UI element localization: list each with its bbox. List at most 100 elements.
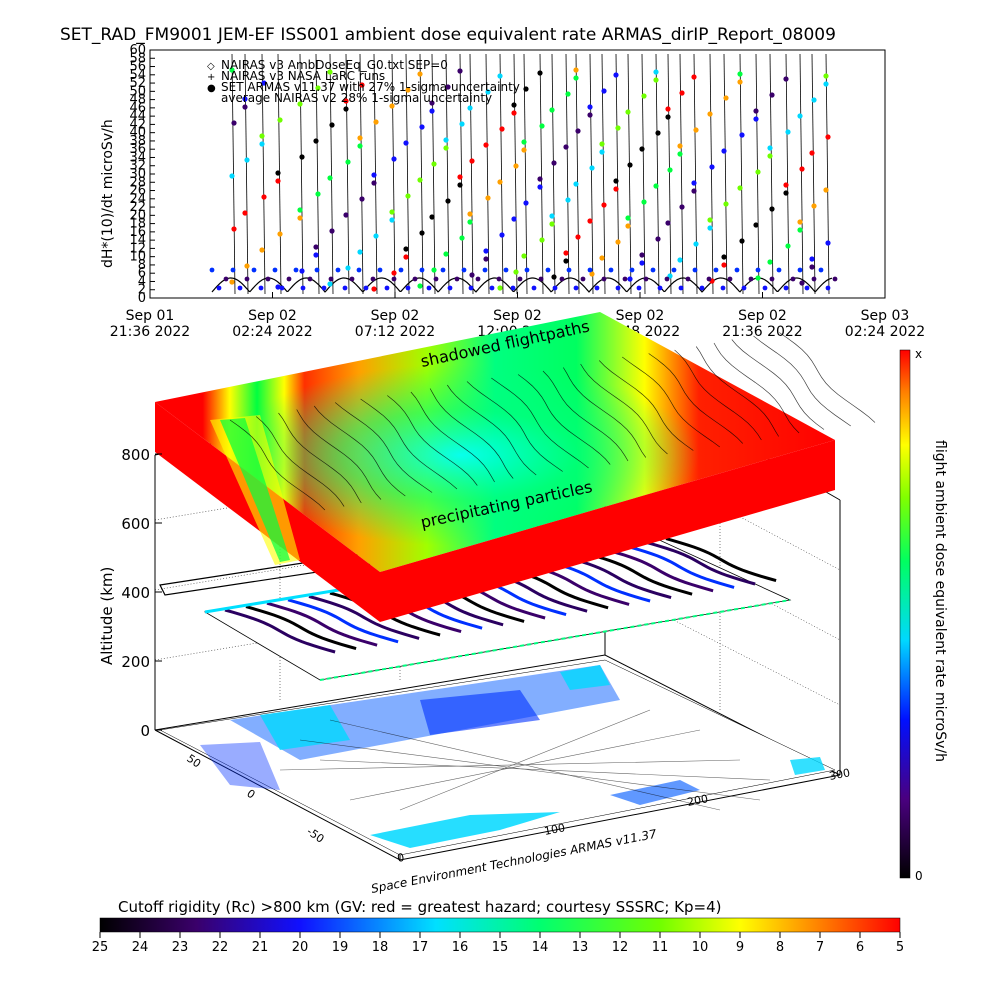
armas-point [389, 209, 395, 215]
y-tick-label: 30 [129, 167, 146, 182]
armas-point [549, 213, 555, 219]
armas-point [329, 228, 335, 234]
shadowed-track [580, 363, 668, 455]
armas-point [483, 248, 489, 254]
trace-spike [811, 53, 816, 295]
rigidity-tick-label: 22 [212, 940, 229, 955]
armas-point [521, 147, 527, 153]
trace-spike [459, 53, 464, 295]
armas-point [426, 285, 432, 291]
armas-point [297, 215, 303, 221]
shadowed-track [296, 409, 382, 500]
armas-point [677, 257, 683, 263]
armas-point [370, 276, 376, 282]
armas-point [521, 253, 527, 259]
armas-point [457, 182, 463, 188]
armas-point [679, 204, 685, 210]
armas-point [327, 281, 333, 287]
armas-point [261, 194, 267, 200]
x-tick-label-time: 02:24 2022 [845, 324, 925, 340]
armas-point [653, 77, 659, 83]
armas-point [587, 112, 593, 118]
x-tick-label-time: 07:12 2022 [355, 324, 435, 340]
armas-point [297, 207, 303, 213]
armas-point [625, 215, 631, 221]
y-tick-label: 20 [129, 208, 146, 223]
armas-point [636, 285, 642, 291]
armas-point [398, 267, 404, 273]
armas-point [405, 87, 411, 93]
trace-spike [513, 53, 518, 295]
armas-point [513, 269, 519, 275]
armas-point [573, 181, 579, 187]
trace-spike [785, 53, 790, 295]
x-tick-label-date: Sep 02 [738, 308, 787, 324]
shadowed-track [429, 388, 514, 479]
altitude-tick-label: 600 [121, 515, 150, 533]
armas-point [359, 196, 365, 202]
armas-point [523, 200, 529, 206]
chart-title: SET_RAD_FM9001 JEM-EF ISS001 ambient dos… [60, 25, 836, 45]
y-tick-label: 18 [129, 217, 146, 232]
armas-point [608, 267, 614, 273]
armas-point [371, 172, 377, 178]
armas-point [790, 276, 796, 282]
flightpath-track [644, 540, 756, 586]
armas-point [580, 276, 586, 282]
armas-point [231, 120, 237, 126]
armas-point [601, 276, 607, 282]
armas-point [363, 285, 369, 291]
trace-spike [589, 53, 594, 295]
trace-spike [244, 53, 249, 295]
legend-marker: ◇ [207, 61, 215, 72]
armas-point [627, 276, 633, 282]
armas-point [563, 144, 569, 150]
armas-point [327, 175, 333, 181]
armas-point [613, 72, 619, 78]
armas-point [275, 284, 281, 290]
armas-point [445, 198, 451, 204]
trace-spike [539, 53, 544, 295]
y-tick-label: 60 [129, 43, 146, 58]
armas-point [627, 162, 633, 168]
rigidity-colorbar: Cutoff rigidity (Rc) >800 km (GV: red = … [92, 898, 904, 955]
armas-point [741, 285, 747, 291]
armas-point [391, 156, 397, 162]
armas-point [573, 67, 579, 73]
altitude-tick-label: 200 [121, 653, 150, 671]
rigidity-tick-label: 24 [132, 940, 149, 955]
flightpath-track [581, 550, 693, 596]
armas-point [615, 125, 621, 131]
armas-point [737, 71, 743, 77]
rigidity-colorbar-title: Cutoff rigidity (Rc) >800 km (GV: red = … [118, 898, 721, 916]
armas-point [513, 163, 519, 169]
armas-point [335, 267, 341, 273]
armas-point [467, 211, 473, 217]
armas-point [461, 267, 467, 273]
shadowed-track [542, 370, 629, 462]
armas-point [223, 276, 229, 282]
y-tick-label: 2 [138, 283, 146, 298]
armas-point [327, 69, 333, 75]
armas-point [503, 267, 509, 273]
armas-point [389, 217, 395, 223]
trace-spike [739, 53, 744, 295]
armas-point [748, 276, 754, 282]
armas-point [615, 285, 621, 291]
armas-point [679, 90, 685, 96]
armas-point [259, 133, 265, 139]
armas-point [767, 145, 773, 151]
armas-point [721, 148, 727, 154]
armas-point [783, 76, 789, 82]
y-tick-label: 12 [129, 241, 146, 256]
armas-point [573, 285, 579, 291]
y-tick-label: 46 [129, 101, 146, 116]
y-tick-label: 28 [129, 175, 146, 190]
flightpath-track [266, 601, 378, 647]
armas-point [482, 267, 488, 273]
armas-point [755, 267, 761, 273]
armas-point [389, 103, 395, 109]
armas-point [809, 264, 815, 270]
armas-point [587, 104, 593, 110]
